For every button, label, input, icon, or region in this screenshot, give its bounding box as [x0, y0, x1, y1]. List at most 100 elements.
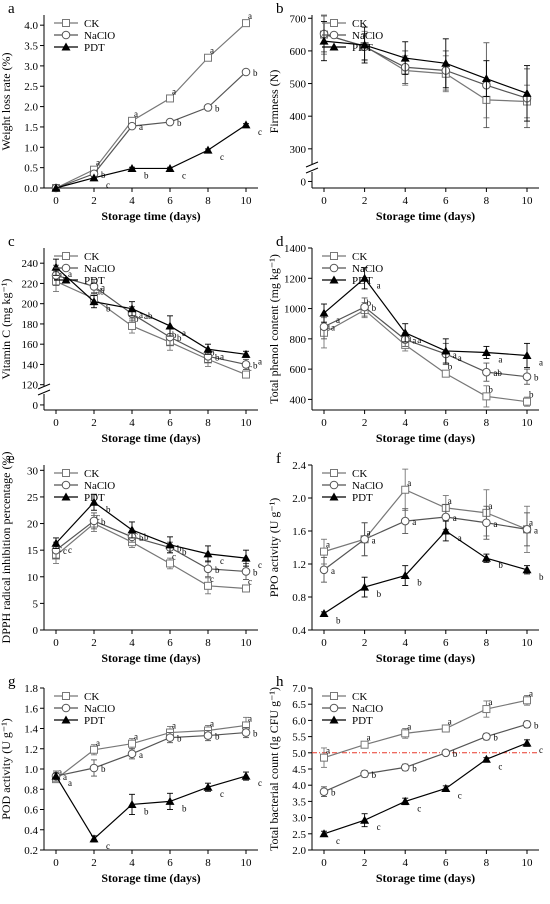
- significance-letter: a: [63, 271, 67, 281]
- data-point: [319, 36, 329, 45]
- significance-letter: a: [529, 517, 533, 527]
- data-point: [241, 567, 251, 576]
- legend-marker: [329, 42, 339, 51]
- significance-letter: a: [134, 732, 138, 742]
- legend-marker: [61, 480, 71, 490]
- y-tick-label: 3.5: [292, 796, 306, 808]
- significance-letter: a: [417, 335, 421, 345]
- significance-letter: b: [172, 330, 177, 340]
- data-point: [523, 696, 531, 705]
- data-point: [165, 733, 175, 742]
- legend-label: PDT: [352, 42, 373, 54]
- y-tick-label: 220: [22, 278, 39, 290]
- significance-letter: a: [331, 566, 335, 576]
- significance-letter: a: [539, 357, 543, 367]
- significance-letter: a: [139, 750, 143, 760]
- legend-label: CK: [352, 251, 367, 263]
- panel-b: b 0 2 4 6 8 10 Storage time (days) 300 400 500 600 7…: [267, 1, 539, 223]
- legend-marker: [61, 492, 71, 501]
- x-tick-label: 0: [321, 417, 327, 429]
- y-tick-label: 4.5: [292, 764, 306, 776]
- significance-letter: b: [539, 572, 544, 582]
- data-point: [400, 516, 410, 526]
- series-line: [55, 724, 247, 780]
- x-tick-label: 10: [241, 637, 253, 649]
- significance-letter: a: [139, 122, 143, 132]
- data-point: [360, 273, 370, 282]
- data-point: [241, 360, 251, 369]
- x-axis-title: Storage time (days): [376, 431, 475, 445]
- y-tick-label: 1.8: [24, 683, 38, 695]
- significance-letter: a: [453, 350, 457, 360]
- significance-letter: a: [63, 772, 67, 782]
- significance-letter: c: [258, 560, 262, 570]
- y-tick-label: 4.0: [292, 780, 306, 792]
- x-tick-label: 0: [321, 195, 327, 207]
- significance-letter: c: [248, 363, 252, 373]
- data-point: [241, 349, 251, 358]
- x-tick-label: 0: [53, 637, 59, 649]
- data-point: [89, 282, 99, 291]
- significance-letter: c: [248, 576, 252, 586]
- significance-letter: b: [215, 565, 220, 575]
- series-line: [323, 530, 528, 615]
- data-point: [441, 748, 451, 758]
- data-point: [481, 553, 491, 562]
- data-point: [522, 372, 532, 381]
- series-pdt: b b b a b b: [319, 520, 544, 626]
- significance-letter: a: [448, 717, 452, 727]
- legend-label: NaClO: [352, 263, 383, 275]
- data-point: [203, 549, 213, 558]
- significance-letter: b: [144, 170, 149, 180]
- series-pdt: a c b b c c: [51, 771, 262, 851]
- y-tick-label: 240: [22, 258, 39, 270]
- series-line: [323, 277, 528, 357]
- data-point: [165, 321, 175, 330]
- data-point: [522, 565, 532, 574]
- axis-break-mark: [305, 167, 319, 174]
- axis-break-gap: [307, 164, 317, 172]
- significance-letter: c: [498, 761, 502, 771]
- x-tick-label: 2: [91, 195, 97, 207]
- y-tick-label: 500: [290, 79, 307, 91]
- significance-letter: b: [106, 504, 111, 514]
- legend-label: NaClO: [352, 480, 383, 492]
- significance-letter: c: [258, 778, 262, 788]
- significance-letter: a: [407, 721, 411, 731]
- y-tick-label: 1.0: [24, 142, 38, 154]
- legend-marker: [62, 469, 70, 477]
- legend-marker: [61, 263, 71, 273]
- data-point: [203, 782, 213, 791]
- data-point: [400, 53, 410, 62]
- y-tick-label: 0.6: [24, 805, 38, 817]
- data-point: [319, 322, 329, 332]
- significance-letter: a: [367, 733, 371, 743]
- data-point: [89, 834, 99, 843]
- legend-label: CK: [352, 468, 367, 480]
- legend-marker: [61, 715, 71, 724]
- panel-g: g 0 2 4 6 8 10 Storage time (days) 0.2 0.4 0.6 0.8 1…: [0, 674, 262, 885]
- legend-marker: [61, 275, 71, 284]
- x-axis-title: Storage time (days): [101, 209, 200, 223]
- significance-letter: b: [144, 806, 149, 816]
- legend-marker: [62, 252, 70, 260]
- x-tick-label: 2: [91, 417, 97, 429]
- x-tick-label: 8: [205, 857, 211, 869]
- data-point: [165, 540, 175, 549]
- y-tick-label: 0.0: [24, 183, 38, 195]
- significance-letter: b: [182, 547, 187, 557]
- significance-letter: b: [493, 733, 498, 743]
- significance-letter: a: [258, 356, 262, 366]
- significance-letter: a: [529, 688, 533, 698]
- y-tick-label: 0.5: [24, 163, 38, 175]
- data-point: [242, 370, 250, 379]
- significance-letter: b: [253, 360, 258, 370]
- y-tick-label: 400: [290, 111, 307, 123]
- x-tick-label: 8: [484, 417, 490, 429]
- y-tick-label: 180: [22, 319, 39, 331]
- y-tick-label: 600: [290, 364, 307, 376]
- y-axis-title: Total phenol content (mg kg⁻¹): [267, 254, 281, 404]
